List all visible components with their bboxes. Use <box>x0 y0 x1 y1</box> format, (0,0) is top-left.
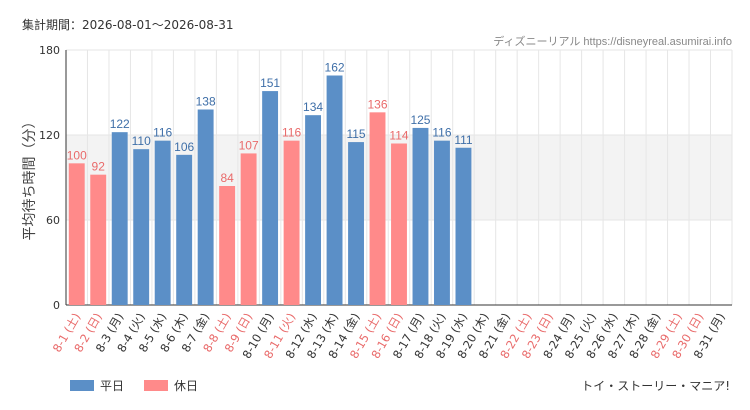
value-label: 115 <box>346 127 365 141</box>
bar <box>68 163 85 305</box>
y-tick-label: 120 <box>39 129 60 142</box>
bar <box>369 112 386 305</box>
legend-swatch-weekday <box>70 380 94 391</box>
value-label: 92 <box>92 160 106 174</box>
value-label: 125 <box>410 113 430 127</box>
value-label: 107 <box>239 138 259 152</box>
bar <box>90 174 107 305</box>
y-tick-label: 60 <box>46 214 60 227</box>
bar <box>305 115 322 306</box>
y-tick-label: 180 <box>39 44 60 57</box>
bar <box>197 109 214 305</box>
legend-swatch-holiday <box>144 380 169 391</box>
value-label: 111 <box>454 133 473 147</box>
period-label: 集計期間：2026-08-01〜2026-08-31 <box>22 18 234 32</box>
value-label: 116 <box>282 126 301 140</box>
bar <box>111 132 128 305</box>
legend-label-weekday: 平日 <box>100 379 125 393</box>
value-label: 151 <box>260 76 280 90</box>
bar <box>262 91 279 305</box>
value-label: 116 <box>153 126 172 140</box>
value-label: 136 <box>368 97 388 111</box>
bar <box>434 140 450 305</box>
bar <box>455 147 472 305</box>
bar <box>133 149 150 305</box>
bar <box>348 142 364 305</box>
value-label: 138 <box>196 95 216 109</box>
y-tick-label: 0 <box>53 299 60 312</box>
value-label: 114 <box>389 129 408 143</box>
legend-label-holiday: 休日 <box>174 379 199 393</box>
value-label: 84 <box>220 171 234 185</box>
attraction-name: トイ・ストーリー・マニア! <box>581 379 730 393</box>
bar <box>412 127 429 306</box>
value-label: 162 <box>325 61 345 75</box>
bar <box>176 154 193 305</box>
legend-item-weekday: 平日 <box>70 377 124 394</box>
bar <box>240 153 257 305</box>
value-label: 116 <box>432 126 451 140</box>
value-label: 122 <box>110 117 130 131</box>
bar <box>283 140 300 305</box>
y-axis-title: 平均待ち時間（分） <box>22 115 38 241</box>
bar <box>154 140 171 305</box>
legend: 平日 休日 <box>70 377 218 394</box>
bar <box>326 75 343 305</box>
value-label: 134 <box>303 100 323 114</box>
value-label: 106 <box>174 140 194 154</box>
value-label: 110 <box>132 134 151 148</box>
credit-label: ディズニーリアル https://disneyreal.asumirai.inf… <box>493 36 732 48</box>
value-label: 100 <box>67 148 87 162</box>
bar <box>219 186 236 305</box>
bar <box>391 143 407 305</box>
legend-item-holiday: 休日 <box>144 377 198 394</box>
